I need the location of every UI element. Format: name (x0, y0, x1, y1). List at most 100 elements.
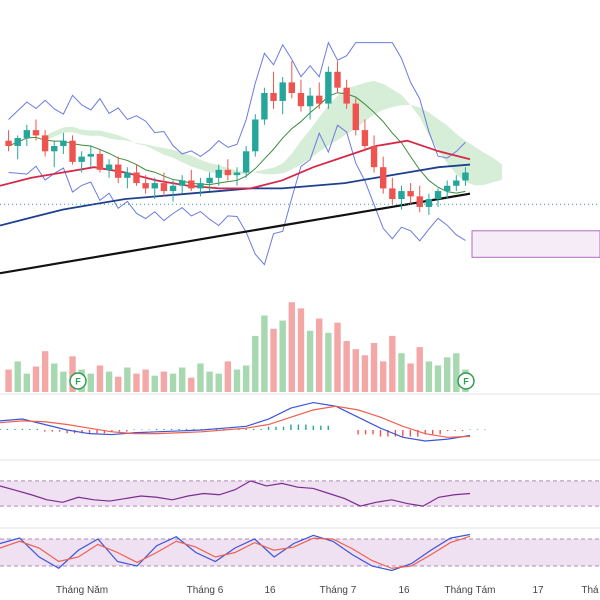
candle-body (224, 169, 232, 176)
candle-body (334, 71, 341, 88)
volume-bar (115, 376, 122, 392)
badge-label: F (75, 377, 81, 387)
volume-bar (270, 328, 277, 392)
candle-body (398, 191, 405, 199)
volume-bar (105, 371, 113, 392)
candle-body (316, 95, 323, 104)
volume-bar (334, 322, 341, 392)
rsi-band (0, 480, 600, 507)
candle-body (124, 172, 131, 178)
volume-bar (87, 373, 95, 392)
volume-bar (361, 355, 369, 392)
candle-body (462, 172, 469, 181)
volume-bar (14, 361, 21, 392)
volume-bar (297, 308, 305, 392)
volume-bar (197, 363, 204, 392)
rsi-line (0, 480, 471, 507)
moving-average-line-0 (0, 192, 471, 275)
x-tick-label: Tháng Năm (56, 585, 108, 596)
candle-body (142, 183, 149, 189)
x-tick-label: 16 (264, 585, 276, 596)
candle-body (297, 93, 305, 107)
volume-bar (5, 369, 12, 392)
volume-bar (133, 373, 140, 392)
stochastic-d-line (0, 535, 471, 569)
volume-bar (51, 363, 58, 392)
badge-circle (69, 372, 87, 390)
volume-bar (416, 347, 423, 392)
candle-body (389, 188, 396, 199)
volume-bar (425, 361, 433, 392)
volume-bar (379, 361, 387, 392)
candle-body (343, 87, 350, 104)
candle-body (188, 180, 195, 189)
x-tick-label: Thá (581, 585, 599, 596)
volume-bar (443, 357, 451, 392)
candle-body (51, 146, 58, 152)
candle-body (370, 146, 378, 168)
badge-circle (457, 372, 475, 390)
volume-bar (288, 302, 296, 392)
macd-line (0, 401, 471, 442)
volume-bar (352, 349, 359, 392)
volume-bar (41, 351, 49, 392)
volume-bar (23, 373, 31, 392)
candle-body (261, 93, 268, 120)
volume-bar (32, 366, 40, 392)
x-tick-label: Tháng 6 (187, 585, 224, 596)
candle-body (443, 185, 451, 192)
candle-body (5, 140, 12, 146)
volume-bar (206, 371, 213, 392)
volume-bar (188, 377, 195, 392)
candle-body (96, 153, 104, 170)
candle-body (279, 82, 286, 101)
volume-bar (343, 341, 350, 392)
candle-body (453, 180, 460, 186)
volume-bar (261, 315, 268, 392)
macd-panel (0, 401, 600, 461)
bollinger-upper-line (8, 41, 466, 159)
candle-body (252, 119, 259, 152)
volume-bar (151, 375, 158, 392)
candle-body (425, 199, 433, 207)
candle-body (197, 183, 204, 189)
volume-bar (325, 332, 332, 392)
candle-body (407, 191, 414, 197)
candle-body (115, 164, 122, 178)
candle-body (352, 103, 359, 131)
candle-body (416, 196, 423, 207)
volume-bar (370, 343, 378, 392)
candle-body (242, 151, 250, 173)
volume-bar (306, 330, 314, 392)
bollinger-lower-line (8, 124, 466, 266)
stochastic-panel (0, 533, 600, 572)
candle-body (133, 172, 140, 184)
candle-body (23, 130, 31, 139)
candle-body (32, 130, 40, 136)
candle-body (78, 156, 85, 162)
candle-body (288, 82, 296, 93)
stochastic-band (0, 539, 600, 566)
candle-body (379, 167, 387, 189)
candle-body (233, 172, 241, 176)
volume-bar (160, 371, 168, 392)
candle-body (41, 135, 49, 152)
volume-bar (242, 365, 250, 392)
candle-body (215, 169, 222, 178)
volume-bar (215, 373, 222, 392)
volume-bar (96, 365, 104, 392)
rsi-panel (0, 480, 600, 529)
price-panel (0, 41, 600, 275)
x-tick-label: 16 (398, 585, 410, 596)
candle-body (325, 71, 332, 104)
moving-average-line-2 (0, 139, 471, 190)
volume-bar (169, 373, 177, 392)
x-axis: Tháng Năm Tháng 6 16 Tháng 7 16 Tháng Tám 17 Th… (56, 585, 599, 596)
candle-body (69, 140, 76, 162)
moving-average-line-1 (0, 163, 471, 227)
volume-bar (60, 371, 67, 392)
macd-signal-line (0, 405, 471, 438)
